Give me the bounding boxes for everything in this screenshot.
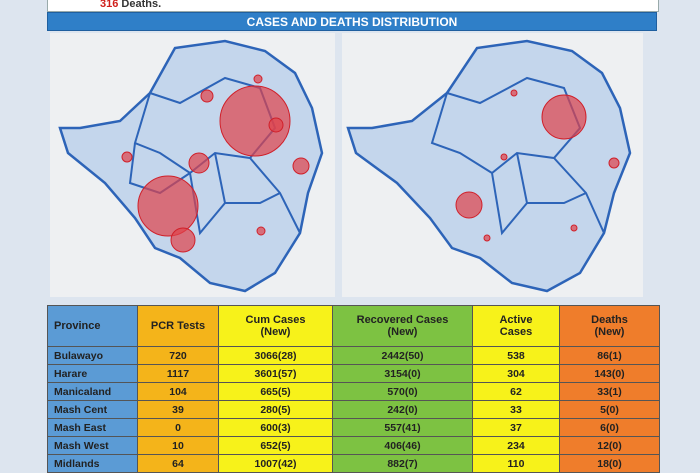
table-cell: 18(0) xyxy=(559,454,660,473)
table-cell: 64 xyxy=(137,454,219,473)
table-cell: 570(0) xyxy=(332,382,473,401)
table-row: Midlands 64 1007(42) 882(7) 110 18(0) xyxy=(47,454,660,473)
header-row: Province PCR Tests Cum Cases (New) Recovered… xyxy=(47,305,660,347)
table-cell: 62 xyxy=(472,382,560,401)
column-header: PCR Tests xyxy=(137,305,219,347)
table-row: Mash Cent 39 280(5) 242(0) 33 5(0) xyxy=(47,400,660,419)
header-line: (New) xyxy=(387,326,418,338)
province-table: Province PCR Tests Cum Cases (New) Recovered… xyxy=(47,305,660,473)
report-header: 316 Deaths. xyxy=(47,0,659,12)
table-row: Harare 1117 3601(57) 3154(0) 304 143(0) xyxy=(47,364,660,383)
table-cell: 882(7) xyxy=(332,454,473,473)
table-cell: 3066(28) xyxy=(218,346,333,365)
header-line: Recovered Cases xyxy=(356,314,449,326)
table-cell: 110 xyxy=(472,454,560,473)
section-title: CASES AND DEATHS DISTRIBUTION xyxy=(47,12,657,31)
table-cell: Harare xyxy=(47,364,138,383)
deaths-text: Deaths. xyxy=(121,0,162,10)
deaths-map xyxy=(342,33,643,297)
table-cell: 280(5) xyxy=(218,400,333,419)
table-cell: 33(1) xyxy=(559,382,660,401)
column-header: Active Cases xyxy=(472,305,560,347)
table-row: Mash East 0 600(3) 557(41) 37 6(0) xyxy=(47,418,660,437)
table-row: Mash West 10 652(5) 406(46) 234 12(0) xyxy=(47,436,660,455)
header-line: Province xyxy=(54,320,101,332)
table-cell: 39 xyxy=(137,400,219,419)
table-cell: 557(41) xyxy=(332,418,473,437)
table-cell: Mash West xyxy=(47,436,138,455)
table-cell: Mash Cent xyxy=(47,400,138,419)
table-cell: 665(5) xyxy=(218,382,333,401)
column-header: Deaths (New) xyxy=(559,305,660,347)
table-cell: 86(1) xyxy=(559,346,660,365)
table-cell: 1117 xyxy=(137,364,219,383)
table-cell: 12(0) xyxy=(559,436,660,455)
table-cell: 10 xyxy=(137,436,219,455)
table-cell: Mash East xyxy=(47,418,138,437)
cases-map xyxy=(50,33,335,297)
table-cell: 37 xyxy=(472,418,560,437)
table-cell: 3601(57) xyxy=(218,364,333,383)
table-cell: 538 xyxy=(472,346,560,365)
table-cell: 304 xyxy=(472,364,560,383)
table-cell: 234 xyxy=(472,436,560,455)
table-cell: Manicaland xyxy=(47,382,138,401)
table-row: Manicaland 104 665(5) 570(0) 62 33(1) xyxy=(47,382,660,401)
table-cell: 143(0) xyxy=(559,364,660,383)
header-line: PCR Tests xyxy=(150,320,206,332)
table-row: Bulawayo 720 3066(28) 2442(50) 538 86(1) xyxy=(47,346,660,365)
table-cell: 5(0) xyxy=(559,400,660,419)
table-cell: 104 xyxy=(137,382,219,401)
table-cell: Midlands xyxy=(47,454,138,473)
table-cell: 1007(42) xyxy=(218,454,333,473)
header-line: Deaths xyxy=(591,314,628,326)
table-cell: 242(0) xyxy=(332,400,473,419)
table-cell: 6(0) xyxy=(559,418,660,437)
table-cell: Bulawayo xyxy=(47,346,138,365)
header-line: (New) xyxy=(594,326,625,338)
header-line: Cases xyxy=(499,326,533,338)
column-header: Recovered Cases (New) xyxy=(332,305,473,347)
header-line: (New) xyxy=(260,326,291,338)
table-cell: 2442(50) xyxy=(332,346,473,365)
header-line: Active xyxy=(499,314,533,326)
table-cell: 0 xyxy=(137,418,219,437)
header-line: Cum Cases xyxy=(245,314,306,326)
deaths-count: 316 xyxy=(100,0,119,10)
table-cell: 652(5) xyxy=(218,436,333,455)
column-header: Cum Cases (New) xyxy=(218,305,333,347)
table-cell: 33 xyxy=(472,400,560,419)
table-cell: 406(46) xyxy=(332,436,473,455)
table-cell: 3154(0) xyxy=(332,364,473,383)
table-cell: 720 xyxy=(137,346,219,365)
table-cell: 600(3) xyxy=(218,418,333,437)
column-header: Province xyxy=(47,305,138,347)
